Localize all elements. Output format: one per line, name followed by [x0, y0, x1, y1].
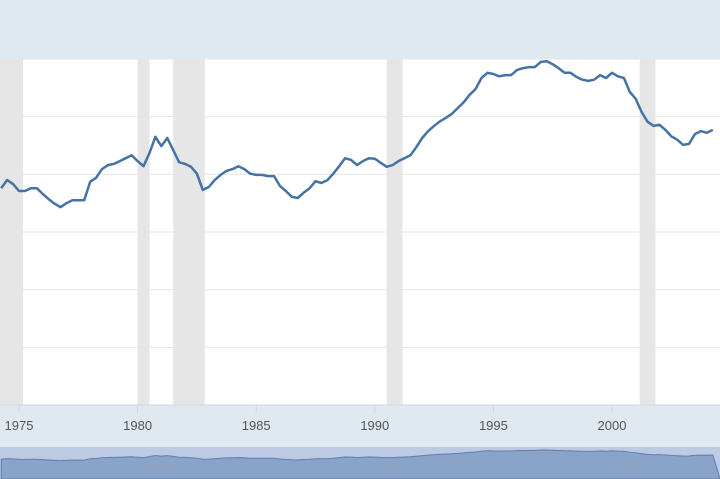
x-tick-label: 1995: [479, 418, 508, 433]
x-axis-band: [0, 405, 720, 447]
navigator-area[interactable]: [0, 449, 720, 479]
x-tick-label: 1975: [5, 418, 34, 433]
series-line: [0, 60, 714, 209]
navigator-tick-label: 1990: [383, 461, 410, 475]
navigator-tick-label: 1980: [145, 461, 172, 475]
x-tick-label: 2000: [598, 418, 627, 433]
navigator-tick-label: 2000: [621, 461, 648, 475]
x-tick-label: 1990: [360, 418, 389, 433]
chart-header-band: [0, 0, 720, 59]
x-tick-label: 1980: [123, 418, 152, 433]
x-tick-label: 1985: [242, 418, 271, 433]
